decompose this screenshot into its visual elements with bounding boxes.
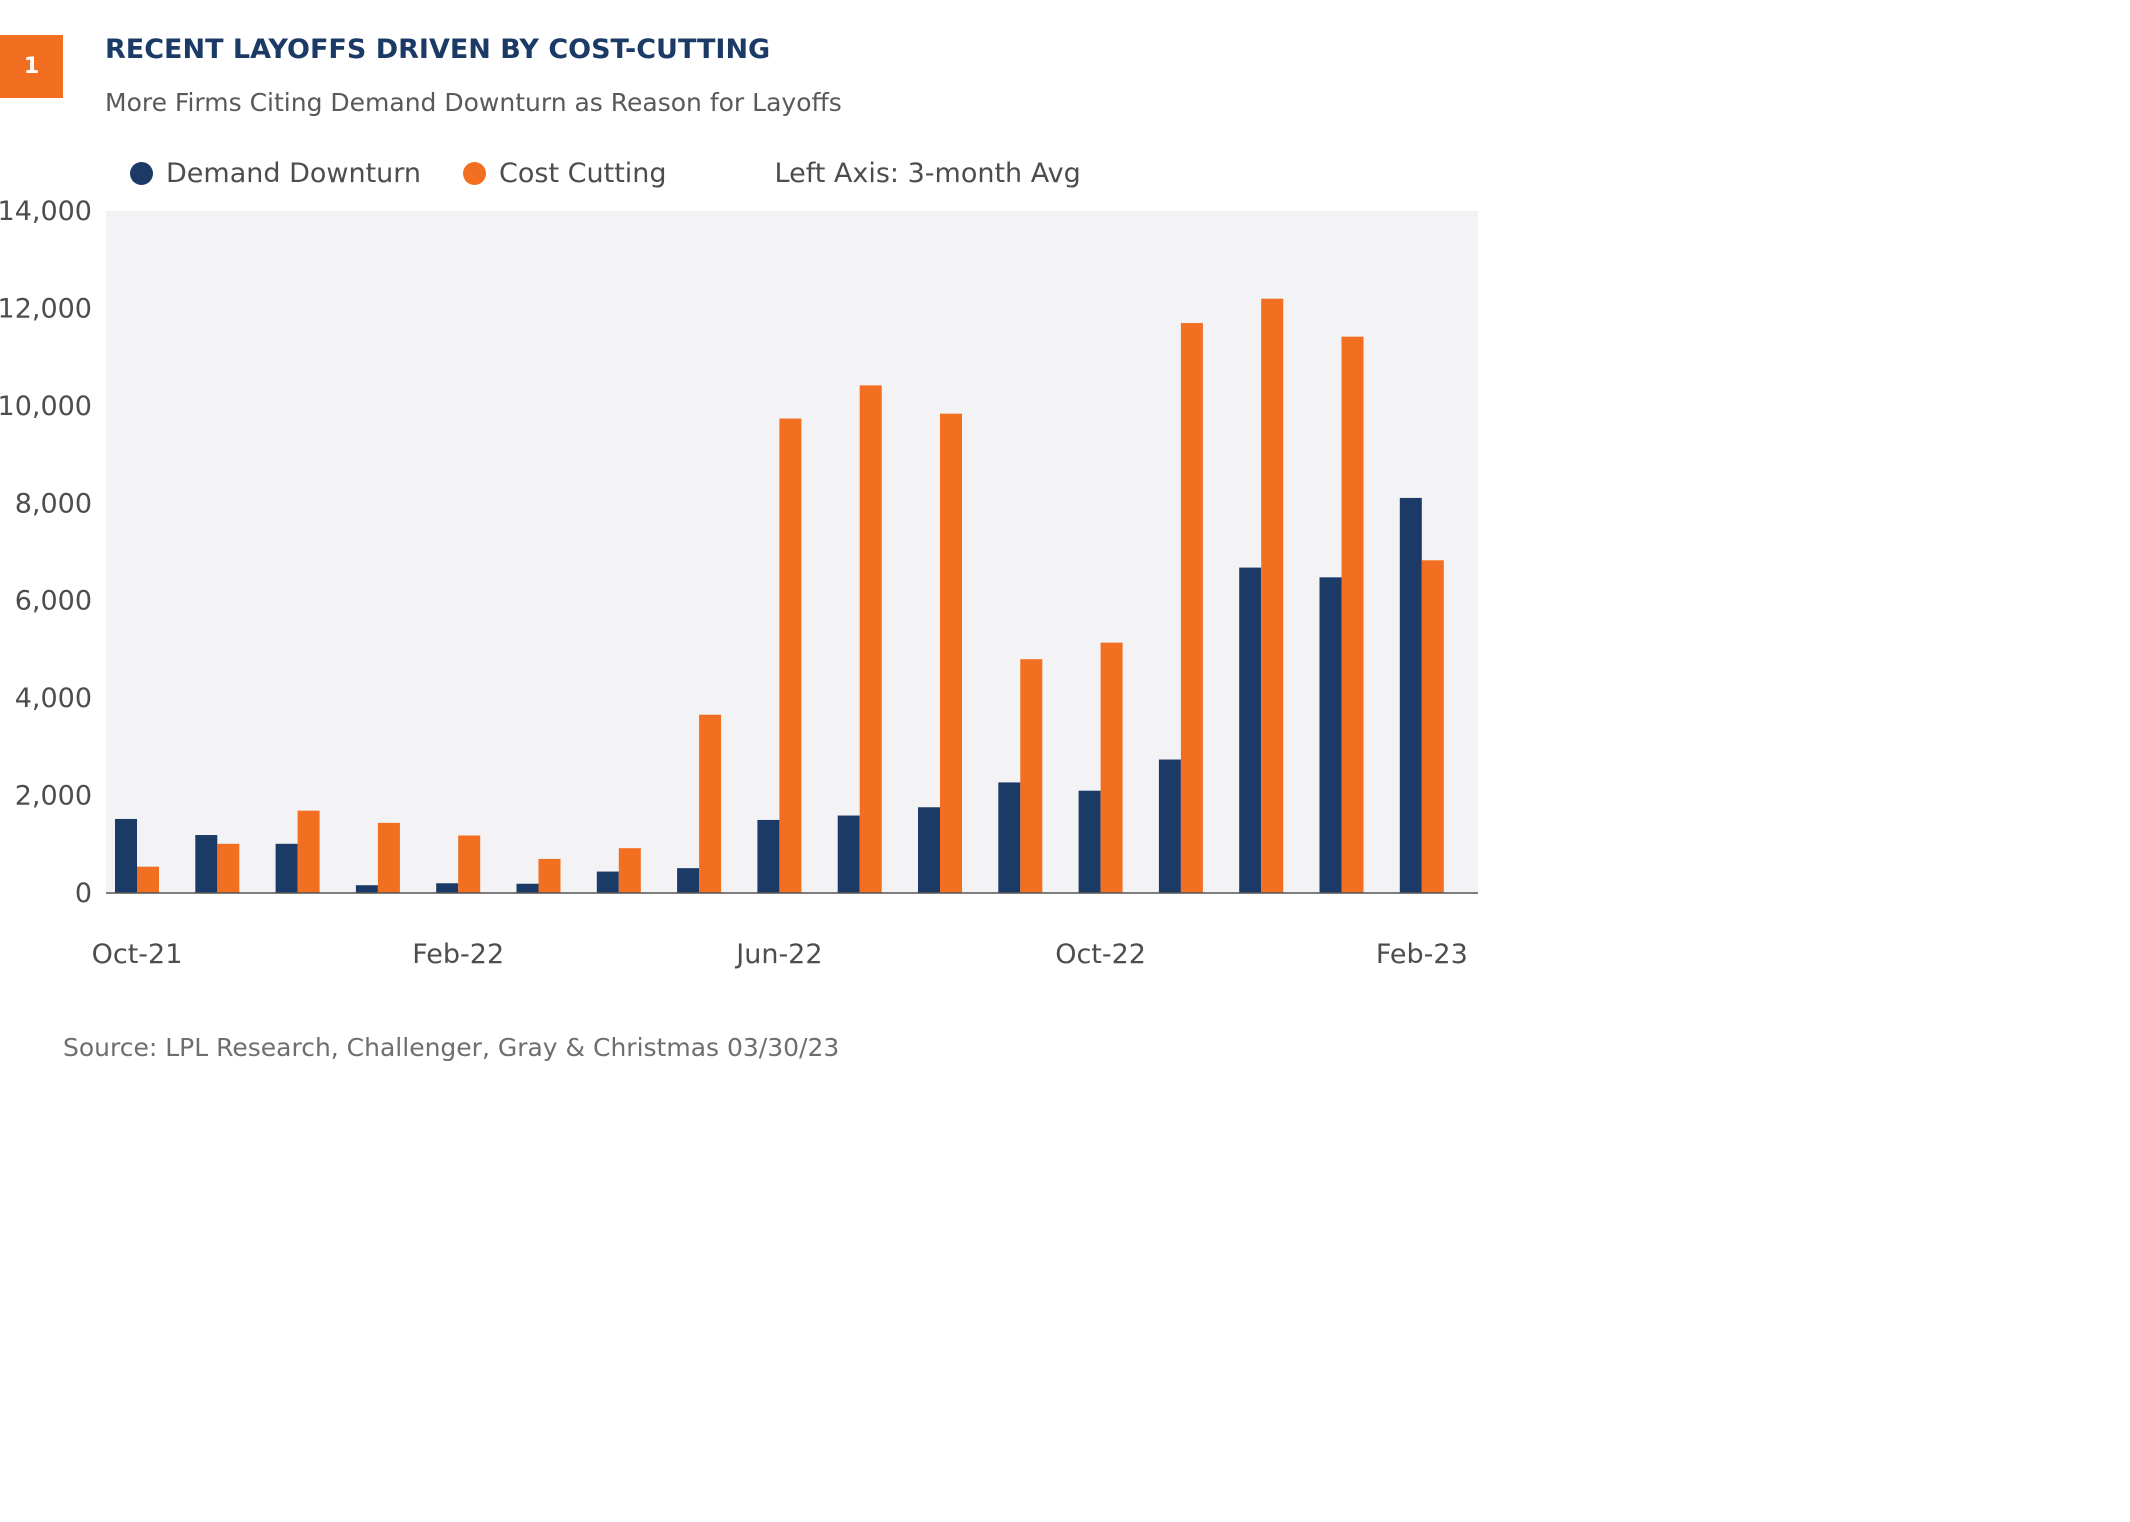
cost-cutting-bar (1421, 560, 1444, 893)
figure-number-badge: 1 (0, 35, 63, 98)
x-tick-label: Oct-21 (92, 939, 183, 970)
demand-downturn-bar (1399, 497, 1422, 893)
cost-cutting-bar (940, 413, 962, 893)
cost-cutting-bar (1180, 323, 1203, 893)
cost-cutting-bar (538, 858, 561, 893)
cost-cutting-bar (618, 848, 641, 893)
chart-title: RECENT LAYOFFS DRIVEN BY COST-CUTTING (105, 34, 771, 65)
demand-downturn-bar (115, 818, 137, 893)
demand-downturn-bar (355, 885, 378, 893)
cost-cutting-bar (297, 810, 320, 893)
cost-cutting-bar (377, 822, 400, 893)
chart-subtitle: More Firms Citing Demand Downturn as Rea… (105, 88, 842, 117)
demand-downturn-bar (596, 871, 619, 893)
cost-cutting-bar (1020, 659, 1043, 893)
demand-downturn-bar (1319, 577, 1342, 893)
demand-downturn-bar (436, 883, 459, 893)
source-note: Source: LPL Research, Challenger, Gray &… (63, 1033, 840, 1062)
legend-swatch-demand (130, 161, 153, 185)
legend-item-cost-cutting: Cost Cutting (463, 158, 667, 189)
demand-downturn-bar (516, 883, 539, 893)
y-tick-label: 0 (75, 878, 92, 909)
y-tick-label: 4,000 (15, 683, 92, 714)
x-tick-label: Oct-22 (1055, 939, 1146, 970)
x-tick-label: Feb-22 (412, 939, 504, 970)
demand-downturn-bar (275, 843, 298, 893)
y-tick-label: 14,000 (0, 196, 92, 227)
cost-cutting-bar (699, 714, 722, 893)
cost-cutting-bar (1100, 642, 1123, 893)
legend-swatch-cost (463, 161, 487, 185)
demand-downturn-bar (677, 868, 700, 893)
demand-downturn-bar (1158, 759, 1181, 893)
cost-cutting-bar (1341, 336, 1364, 893)
cost-cutting-bar (217, 843, 240, 893)
bar-chart: 0 2,000 4,000 6,000 8,000 10,000 12,000 14,000 O… (0, 196, 1478, 970)
cost-cutting-bar (859, 385, 882, 893)
x-tick-label: Jun-22 (734, 939, 822, 970)
demand-downturn-bar (757, 819, 780, 893)
legend-label-demand: Demand Downturn (166, 157, 422, 189)
demand-downturn-bar (195, 835, 218, 893)
y-tick-label: 8,000 (15, 488, 92, 519)
y-tick-label: 10,000 (0, 391, 92, 422)
x-tick-label: Feb-23 (1376, 939, 1468, 970)
demand-downturn-bar (998, 782, 1021, 893)
chart-legend: Demand Downturn Cost Cutting Left Axis: … (130, 155, 1081, 191)
legend-label-cost: Cost Cutting (499, 157, 667, 189)
y-tick-label: 6,000 (15, 586, 92, 617)
legend-item-demand-downturn: Demand Downturn (130, 158, 421, 189)
demand-downturn-bar (1078, 790, 1101, 893)
demand-downturn-bar (1239, 567, 1262, 893)
axis-note: Left Axis: 3-month Avg (774, 157, 1081, 189)
demand-downturn-bar (837, 815, 860, 893)
demand-downturn-bar (918, 807, 940, 893)
y-tick-label: 2,000 (15, 781, 92, 812)
cost-cutting-bar (458, 835, 481, 893)
cost-cutting-bar (137, 866, 159, 893)
cost-cutting-bar (1261, 298, 1284, 893)
cost-cutting-bar (779, 418, 802, 893)
y-tick-label: 12,000 (0, 293, 92, 324)
